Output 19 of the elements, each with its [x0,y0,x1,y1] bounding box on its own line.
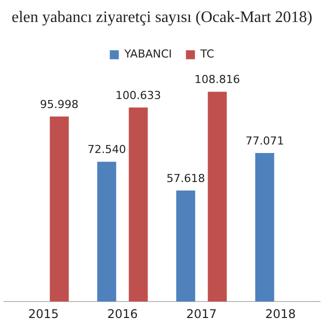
data-label: 100.633 [116,88,162,102]
data-label: 72.540 [87,143,126,156]
chart-title: elen yabancı ziyaretçi sayısı (Ocak-Mart 2018) [12,8,312,26]
x-tick-label: 2018 [265,306,296,321]
legend-label: YABANCI [123,48,172,61]
bar [176,190,196,302]
bar [97,162,116,302]
data-label: 95.998 [40,98,79,111]
bar [208,92,227,302]
bar [128,108,148,302]
x-tick-label: 2017 [186,306,217,321]
data-label: 77.071 [245,134,284,148]
data-label: 57.618 [166,172,205,185]
legend-label: TC [199,48,215,61]
x-tick-label: 2016 [107,306,138,321]
data-label: 108.816 [194,73,240,86]
x-tick-label: 2015 [28,306,59,321]
bar [50,116,69,302]
bar [255,152,274,302]
